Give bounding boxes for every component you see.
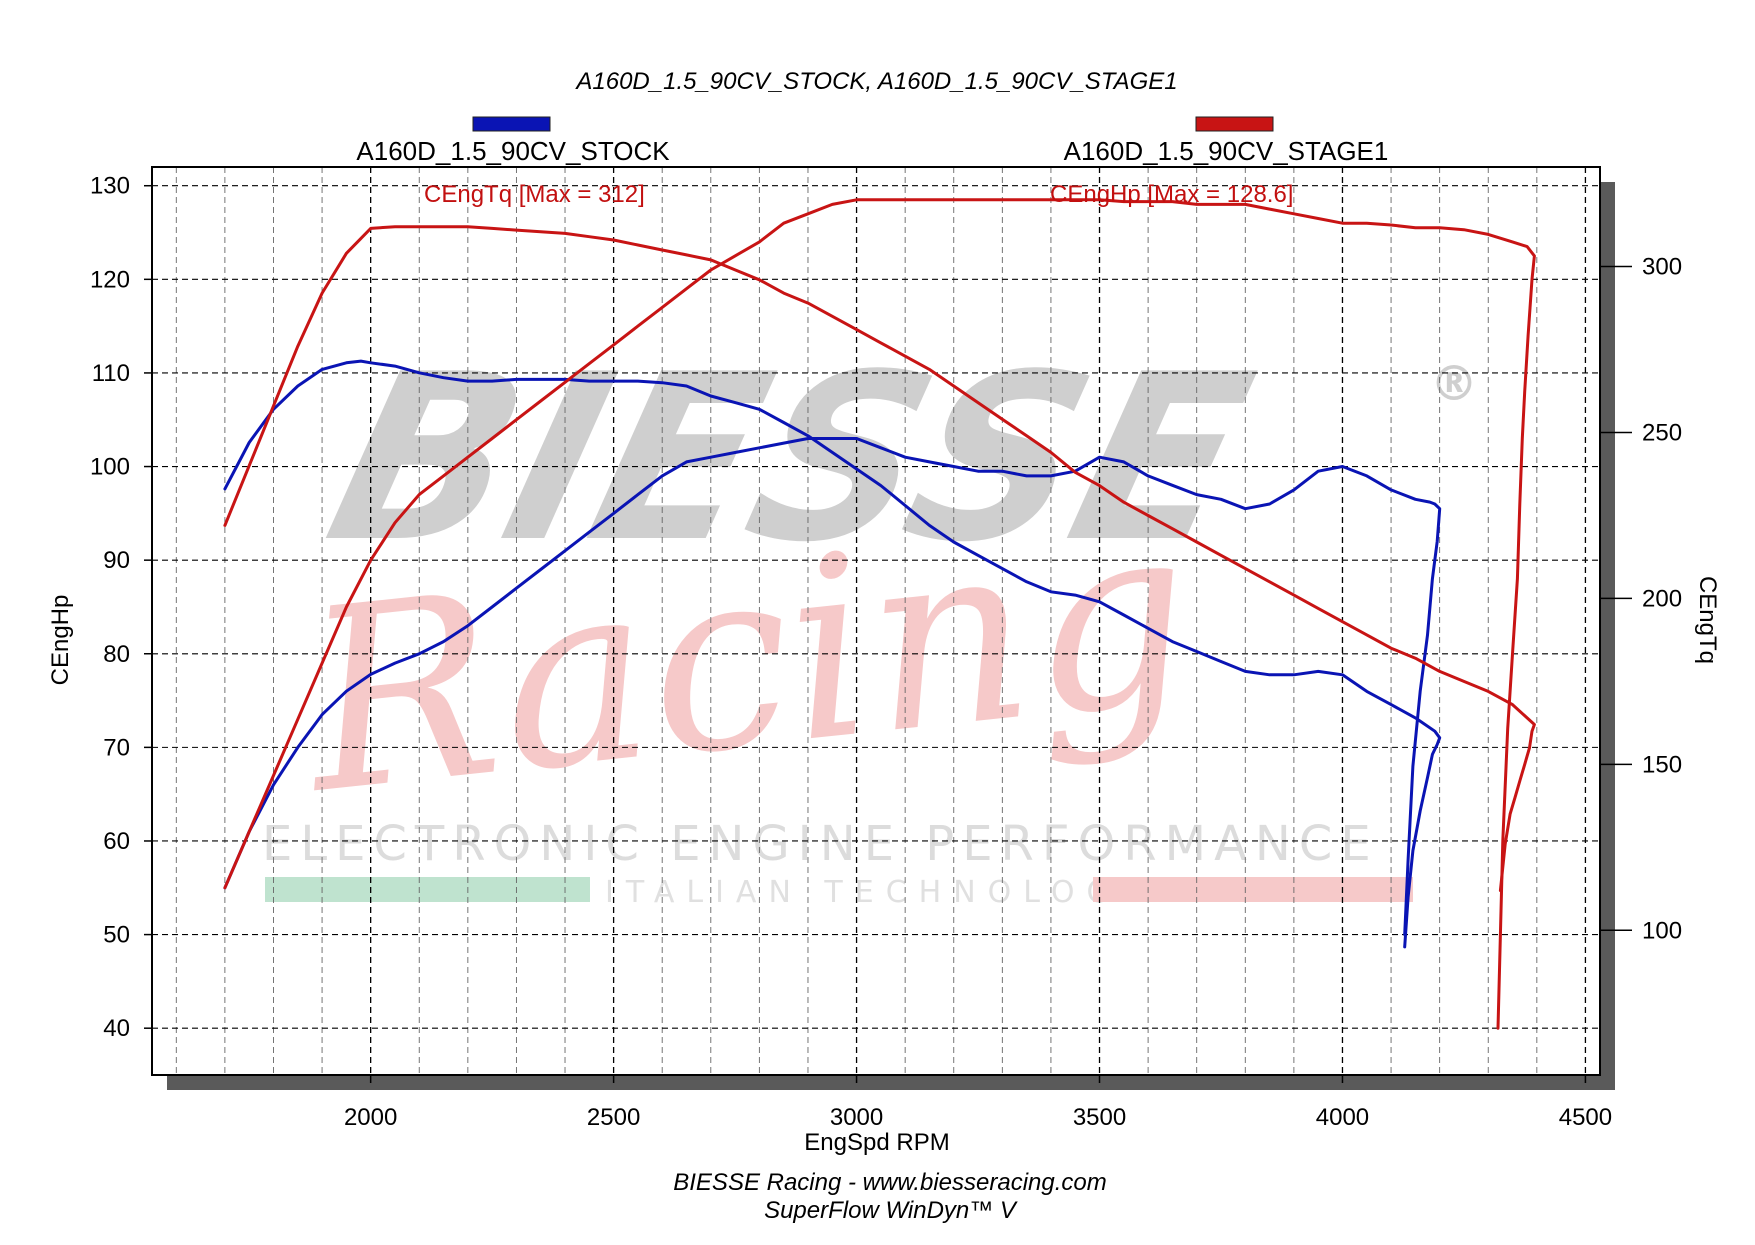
x-tick-label: 3000 — [830, 1104, 883, 1131]
x-tick-label: 2000 — [344, 1104, 397, 1131]
grid — [152, 167, 1600, 1075]
x-tick-label: 4500 — [1559, 1104, 1612, 1131]
right-y-tick-label: 250 — [1642, 419, 1682, 446]
right-y-tick-label: 200 — [1642, 585, 1682, 612]
left-y-tick-label: 40 — [103, 1015, 130, 1042]
watermark-line2: ITALIAN TECHNOLOGY — [605, 875, 1151, 910]
watermark-registered: ® — [1430, 356, 1478, 412]
watermark-bar-green — [265, 877, 590, 902]
legend-swatch-stock — [472, 116, 551, 132]
watermark-line1: ELECTRONIC ENGINE PERFORMANCE — [262, 816, 1379, 872]
left-y-tick-label: 130 — [90, 173, 130, 200]
left-y-axis: 40 50 60 70 80 90 100 110 120 130 — [90, 173, 152, 1042]
right-y-axis: 100 150 200 250 300 — [1600, 254, 1682, 944]
series-line-stage1-power — [223, 198, 1536, 1030]
series-line-stock-power — [223, 437, 1442, 937]
plot-frame — [151, 166, 1601, 1076]
x-tick-label: 2500 — [587, 1104, 640, 1131]
plot-area — [152, 167, 1600, 1075]
left-y-tick-label: 120 — [90, 266, 130, 293]
series-line-stage1-torque — [223, 225, 1536, 892]
x-tick-label: 4000 — [1316, 1104, 1369, 1131]
left-y-tick-label: 90 — [103, 547, 130, 574]
left-y-tick-label: 110 — [92, 360, 130, 387]
chart-title: A160D_1.5_90CV_STOCK, A160D_1.5_90CV_STA… — [574, 68, 1177, 95]
left-y-tick-label: 100 — [90, 454, 130, 481]
watermark-bar-red — [1093, 877, 1413, 902]
legend-swatch-stage1 — [1195, 116, 1274, 132]
series-lines — [223, 198, 1536, 1030]
left-y-tick-label: 70 — [103, 734, 130, 761]
series-line-stock-torque — [223, 359, 1442, 949]
right-y-tick-label: 300 — [1642, 254, 1682, 281]
footer-credit: BIESSE Racing - www.biesseracing.com — [673, 1169, 1107, 1196]
x-axis-label: EngSpd RPM — [804, 1129, 949, 1156]
x-tick-label: 3500 — [1073, 1104, 1126, 1131]
max-label-power: CEngHp [Max = 128.6] — [1050, 181, 1293, 208]
max-label-torque: CEngTq [Max = 312] — [424, 181, 645, 208]
left-y-axis-label: CEngHp — [47, 595, 74, 686]
left-y-tick-label: 60 — [103, 828, 130, 855]
legend-label-stage1: A160D_1.5_90CV_STAGE1 — [1064, 136, 1389, 166]
left-y-tick-label: 50 — [103, 922, 130, 949]
right-y-axis-label: CEngTq — [1694, 576, 1721, 664]
x-axis: 2000 2500 3000 3500 4000 4500 — [344, 1075, 1612, 1131]
footer-software: SuperFlow WinDyn™ V — [764, 1197, 1018, 1224]
legend-label-stock: A160D_1.5_90CV_STOCK — [356, 136, 670, 166]
right-y-tick-label: 150 — [1642, 751, 1682, 778]
left-y-tick-label: 80 — [103, 641, 130, 668]
right-y-tick-label: 100 — [1642, 917, 1682, 944]
